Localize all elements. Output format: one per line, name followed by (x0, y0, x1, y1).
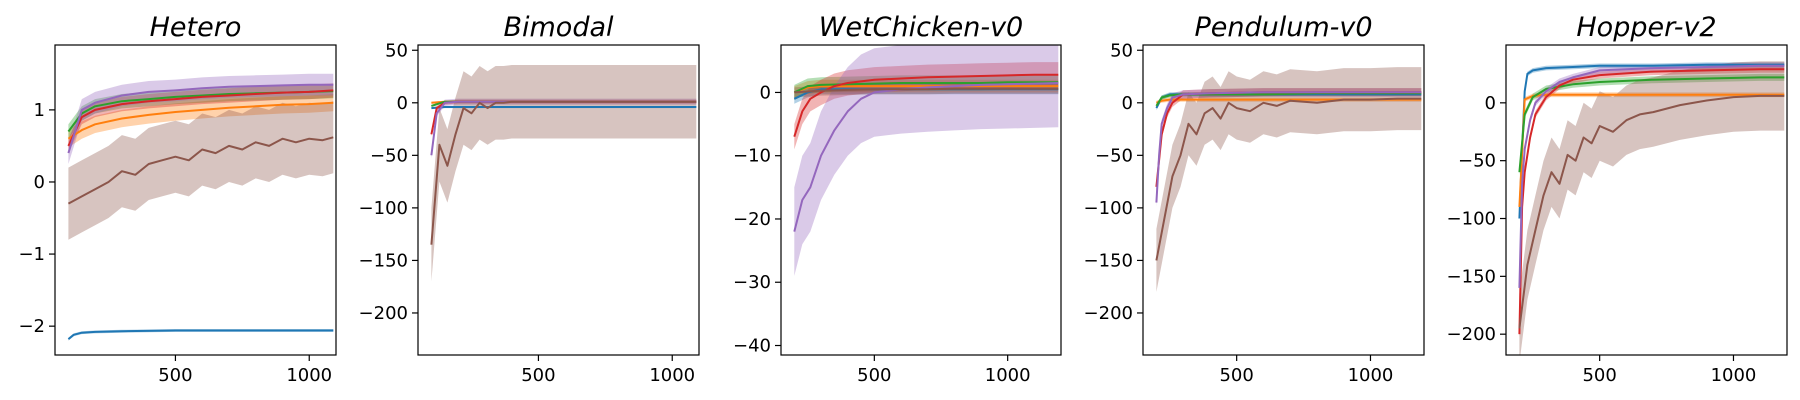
series-band-6 (1156, 67, 1422, 292)
y-tick-label: −1 (18, 244, 45, 265)
x-tick-label: 500 (857, 365, 891, 386)
series-line-1 (67, 329, 334, 340)
y-tick-label: −150 (1447, 266, 1496, 287)
series-line-4 (1518, 68, 1785, 335)
y-tick-label: −20 (733, 209, 771, 230)
plot-area (793, 45, 1059, 276)
panel-title: WetChicken-v0 (819, 12, 1023, 43)
y-tick-label: −100 (1084, 198, 1133, 219)
axes-frame (417, 44, 700, 356)
series-line-3 (793, 81, 1059, 94)
series-band-6 (68, 101, 334, 240)
plot-area (67, 73, 334, 341)
series-band-6 (431, 65, 697, 282)
y-tick-label: −50 (1095, 145, 1133, 166)
chart-panel-1: 500 1000 −2 −1 0 1 Hetero (18, 12, 337, 386)
x-tick-label: 500 (1219, 365, 1253, 386)
x-tick-label: 500 (158, 365, 192, 386)
x-tick-label: 500 (521, 365, 555, 386)
y-tick-label: −50 (1458, 151, 1496, 172)
plot-area (1155, 67, 1422, 292)
axes-frame (780, 44, 1062, 356)
panel-title: Pendulum-v0 (1194, 12, 1372, 43)
series-line-6 (67, 136, 334, 205)
series-band-2 (68, 94, 334, 148)
chart-panel-4: 500 1000 −200 −150 −100 −50 0 50 Pendulum-v0 (1084, 12, 1425, 386)
series-band-4 (431, 99, 697, 137)
chart-panel-2: 500 1000 −200 −150 −100 −50 0 50 Bimodal (359, 12, 700, 386)
x-tick-label: 1000 (1711, 365, 1757, 386)
y-tick-label: −200 (1447, 324, 1496, 345)
y-tick-label: 1 (34, 100, 45, 121)
plot-area (430, 65, 697, 282)
y-tick-label: −2 (18, 316, 45, 337)
series-line-6 (794, 87, 1059, 94)
plot-area (1518, 61, 1785, 355)
y-tick-label: 50 (1110, 40, 1133, 61)
y-tick-label: 0 (397, 93, 408, 114)
y-tick-label: −100 (359, 198, 408, 219)
x-tick-label: 1000 (1348, 365, 1394, 386)
series-line-4 (67, 89, 334, 147)
x-tick-label: 1000 (985, 365, 1031, 386)
series-line-3 (1518, 76, 1785, 173)
series-line-5 (793, 82, 1059, 232)
x-tick-label: 1000 (649, 365, 695, 386)
series-line-2 (67, 101, 334, 140)
series-line-5 (67, 83, 334, 154)
series-band-5 (794, 45, 1059, 276)
axes-frame (1142, 44, 1425, 356)
panel-title: Bimodal (503, 12, 614, 43)
series-line-5 (1155, 91, 1422, 203)
series-line-6 (1518, 94, 1785, 329)
chart-panel-3: 500 1000 −40 −30 −20 −10 0 WetChicken-v0 (733, 12, 1062, 386)
x-tick-label: 1000 (286, 365, 332, 386)
panel-title: Hetero (150, 12, 242, 43)
y-tick-label: −100 (1447, 209, 1496, 230)
series-line-5 (1518, 64, 1785, 288)
series-line-1 (431, 106, 697, 110)
axes-frame (1505, 44, 1788, 356)
series-band-4 (1156, 88, 1422, 192)
series-band-5 (431, 98, 697, 159)
series-band-3 (1156, 91, 1422, 109)
y-tick-label: 0 (1122, 93, 1133, 114)
y-tick-label: 0 (760, 82, 771, 103)
y-tick-label: −30 (733, 272, 771, 293)
x-tick-label: 500 (1582, 365, 1616, 386)
y-tick-label: −200 (359, 303, 408, 324)
panel-title: Hopper-v2 (1576, 12, 1716, 43)
chart-panel-5: 500 1000 −200 −150 −100 −50 0 Hopper-v2 (1447, 12, 1788, 386)
y-tick-label: 0 (34, 172, 45, 193)
y-tick-label: −200 (1084, 303, 1133, 324)
series-band-3 (68, 83, 334, 139)
series-line-6 (430, 100, 697, 245)
series-line-6 (1155, 97, 1422, 261)
y-tick-label: −150 (1084, 250, 1133, 271)
y-tick-label: −10 (733, 146, 771, 167)
y-tick-label: −150 (359, 250, 408, 271)
y-tick-label: 0 (1485, 93, 1496, 114)
series-line-2 (793, 85, 1059, 94)
y-tick-label: −40 (733, 336, 771, 357)
series-line-2 (1518, 93, 1785, 207)
y-tick-label: 50 (385, 40, 408, 61)
axes-frame (54, 44, 337, 356)
series-line-4 (793, 73, 1059, 138)
series-band-6 (1519, 61, 1785, 355)
y-tick-label: −50 (370, 145, 408, 166)
series-band-5 (68, 73, 334, 164)
